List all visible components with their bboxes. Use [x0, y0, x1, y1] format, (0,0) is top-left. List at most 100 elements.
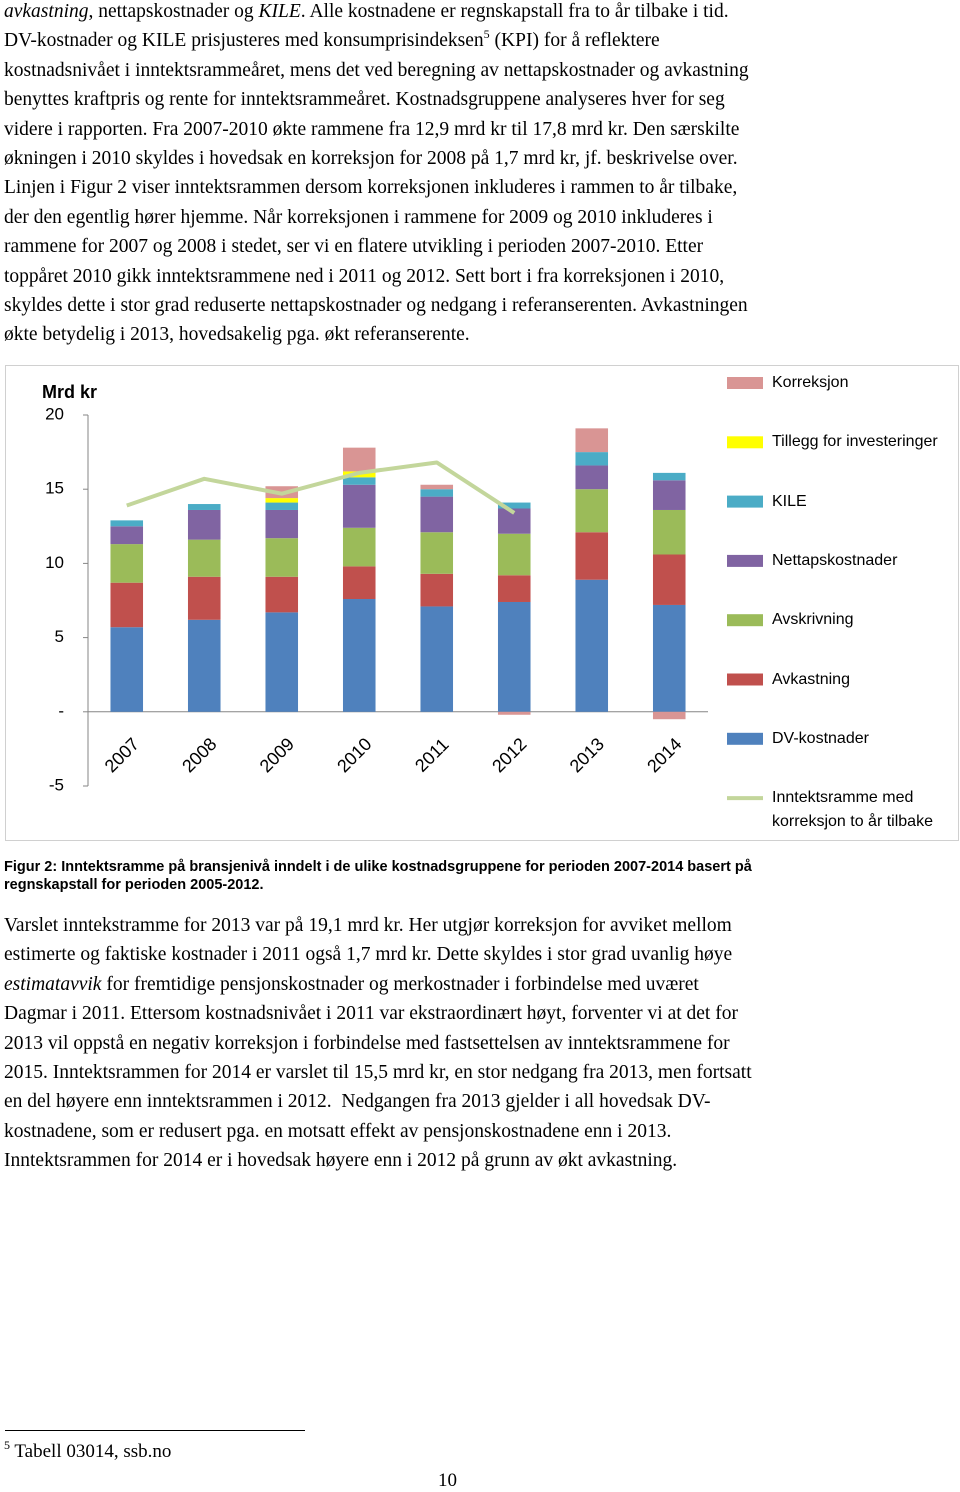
legend-label: Korreksjon	[772, 374, 849, 391]
bar-segment	[652, 554, 686, 605]
text-run: , nettapskostnader og	[88, 1, 259, 22]
line-series	[126, 460, 516, 515]
legend-label: DV-kostnader	[772, 729, 869, 747]
x-tick-label: 2013	[566, 734, 608, 776]
text-line: en del høyere enn inntektsrammen i 2012.…	[4, 1087, 954, 1116]
legend-swatch	[727, 732, 763, 745]
bar-segment	[652, 604, 686, 712]
text-run: 2015. Inntektsrammen for 2014 er varslet…	[4, 1062, 752, 1084]
y-tick-label: -5	[49, 775, 64, 794]
bar-segment	[187, 509, 221, 540]
text-line: avkastning, nettapskostnader og KILE. Al…	[4, 0, 954, 26]
text-run: økte betydelig i 2013, hovedsakelig pga.…	[4, 324, 470, 346]
bar-segment	[265, 612, 299, 712]
chart-frame	[5, 365, 959, 841]
bar-segment	[575, 452, 609, 466]
bar-segment	[497, 533, 531, 576]
bar-segment	[497, 575, 531, 602]
y-axis-label: Mrd kr	[42, 382, 97, 402]
bar-segment	[265, 538, 299, 577]
text-run: Dagmar i 2011. Ettersom kostnadsnivået i…	[4, 1003, 738, 1025]
caption-line: regnskapstall for perioden 2005-2012.	[4, 877, 264, 893]
bar-segment	[652, 509, 686, 555]
bar-segment	[342, 599, 376, 712]
y-tick-label: 10	[45, 553, 64, 572]
y-tick-label: 5	[55, 627, 64, 646]
text-line: der den egentlig hører hjemme. Når korre…	[4, 203, 954, 232]
legend-label: Avkastning	[772, 670, 850, 688]
bar-segment	[342, 566, 376, 600]
figure-caption: Figur 2: Inntektsramme på bransjenivå in…	[4, 858, 954, 894]
text-line: DV-kostnader og KILE prisjusteres med ko…	[4, 26, 954, 55]
y-tick-label: 20	[45, 404, 64, 423]
bar-segment	[420, 606, 454, 712]
page-number: 10	[438, 1470, 457, 1491]
x-tick-label: 2014	[643, 734, 685, 776]
text-line: økningen i 2010 skyldes i hovedsak en ko…	[4, 144, 954, 173]
text-line: Varslet inntekstramme for 2013 var på 19…	[4, 911, 954, 940]
bar-segment	[652, 472, 686, 481]
bar-segment	[187, 504, 221, 510]
text-line: kostnadsnivået i inntektsrammeåret, mens…	[4, 56, 954, 85]
text-line: Inntektsrammen for 2014 er i hovedsak hø…	[4, 1146, 954, 1175]
text-run: Varslet inntekstramme for 2013 var på 19…	[4, 915, 732, 936]
bar-segment	[497, 711, 531, 715]
text-run: Linjen i Figur 2 viser inntektsrammen de…	[4, 177, 738, 199]
bar-segment	[265, 509, 299, 539]
paragraph: avkastning, nettapskostnader og KILE. Al…	[4, 0, 954, 350]
superscript: 5	[483, 27, 490, 42]
bar-segment	[265, 498, 299, 503]
legend-label: Avskrivning	[772, 611, 854, 629]
text-run: . Alle kostnadene er regnskapstall fra t…	[300, 1, 729, 22]
footnote-rule	[5, 1430, 305, 1431]
bar-segment	[575, 465, 609, 490]
italic-text: avkastning	[4, 1, 89, 22]
text-line: 2015. Inntektsrammen for 2014 er varslet…	[4, 1058, 954, 1087]
text-run: der den egentlig hører hjemme. Når korre…	[4, 206, 713, 228]
text-run: videre i rapporten. Fra 2007-2010 økte r…	[4, 118, 740, 140]
text-line: Linjen i Figur 2 viser inntektsrammen de…	[4, 173, 954, 202]
bar-segment	[110, 526, 144, 545]
bar-segment	[110, 544, 144, 583]
bar-segment	[497, 601, 531, 712]
footnote-number: 5	[4, 1438, 10, 1452]
chart: Mrd kr 20 15 10 5 - -5 2007 2008 2009 2010 2011 201…	[5, 365, 959, 841]
bar-segment	[187, 539, 221, 577]
bar-segment	[420, 496, 454, 533]
text-line: Dagmar i 2011. Ettersom kostnadsnivået i…	[4, 999, 954, 1028]
text-run: (KPI) for å reflektere	[489, 30, 660, 52]
italic-text: estimatavvik	[4, 973, 102, 995]
legend-label: KILE	[772, 492, 807, 510]
text-line: skyldes dette i stor grad reduserte nett…	[4, 291, 954, 320]
bar-segment	[420, 489, 454, 497]
legend-label: Nettapskostnader	[772, 551, 898, 569]
text-line: estimatavvik for fremtidige pensjonskost…	[4, 970, 954, 999]
text-run: kostnadsnivået i inntektsrammeåret, mens…	[4, 59, 749, 81]
bar-segment	[265, 502, 299, 510]
x-tick-label: 2009	[256, 734, 298, 776]
text-run: benyttes kraftpris og rente for inntekts…	[4, 89, 725, 111]
x-tick-label: 2012	[488, 734, 530, 776]
legend-swatch	[727, 614, 763, 627]
text-line: benyttes kraftpris og rente for inntekts…	[4, 85, 954, 114]
legend-swatch	[727, 436, 763, 449]
text-run: 2013 vil oppstå en negativ korreksjon i …	[4, 1032, 730, 1054]
footnote: 5 Tabell 03014, ssb.no	[4, 1438, 171, 1463]
bar-segment	[575, 489, 609, 533]
x-tick-label: 2008	[178, 734, 220, 776]
text-run: DV-kostnader og KILE prisjusteres med ko…	[4, 30, 484, 52]
bar-segment	[265, 576, 299, 613]
legend-swatch	[727, 377, 763, 389]
bar-segment	[575, 579, 609, 712]
bar-segment	[342, 527, 376, 567]
bar-segment	[420, 484, 454, 490]
bar-segment	[187, 576, 221, 620]
italic-text: KILE	[258, 1, 301, 22]
legend-swatch	[727, 554, 763, 567]
bar-segment	[342, 484, 376, 528]
bar-segment	[110, 520, 144, 527]
text-line: toppåret 2010 gikk inntektsrammene ned i…	[4, 262, 954, 291]
text-run: toppåret 2010 gikk inntektsrammene ned i…	[4, 265, 725, 287]
text-run: estimerte og faktiske kostnader i 2011 o…	[4, 944, 733, 966]
